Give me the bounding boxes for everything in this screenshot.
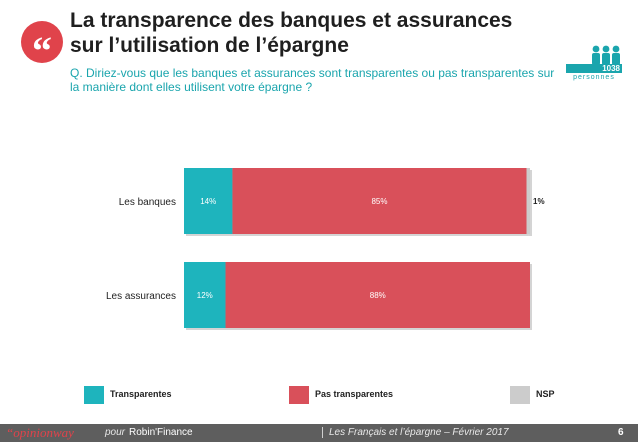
page-number: 6 [618,427,624,438]
quote-badge-icon: “ [21,21,63,63]
bar-assurances-transparentes [184,262,226,328]
legend-swatch-transparentes [84,386,104,404]
data-label-assurances-transparentes: 12% [197,291,213,300]
opinionway-logo: “opinionway [6,425,74,440]
data-label-banques-transparentes: 14% [200,197,216,206]
robinfinance-logo: Robin'Finance [129,427,193,438]
legend-label-transparentes: Transparentes [110,389,172,399]
people-group-icon [592,45,620,65]
bar-banques-pas-transparentes [232,168,527,234]
data-label-assurances-pas-transparentes: 88% [370,291,386,300]
sample-size-badge: 1038 personnes [566,44,622,88]
legend-label-nsp: NSP [536,389,555,399]
footer-source: Les Français et l’épargne – Février 2017 [322,427,509,438]
category-label-assurances: Les assurances [106,291,176,302]
bar-banques-nsp [526,168,530,234]
legend-label-pas-transparentes: Pas transparentes [315,389,394,399]
page-title: La transparence des banques et assurance… [70,9,513,57]
legend-swatch-pas-transparentes [289,386,309,404]
bar-banques-transparentes [184,168,233,234]
legend-swatch-nsp [510,386,530,404]
survey-question: Q. Diriez-vous que les banques et assura… [70,66,555,94]
footer-bar: “opinionway pour Robin'Finance Les Franç… [0,424,638,442]
sample-count: 1038 [566,64,622,73]
sample-caption: personnes [573,74,615,81]
category-label-banques: Les banques [119,197,176,208]
footer-pour: pour [105,427,126,438]
data-label-banques-nsp: 1% [533,197,545,206]
data-label-banques-pas-transparentes: 85% [371,197,387,206]
stacked-bar-chart: Les banques 14% 85% 1% Les assurances 12% 88% [106,168,545,330]
bar-assurances-pas-transparentes [225,262,530,328]
